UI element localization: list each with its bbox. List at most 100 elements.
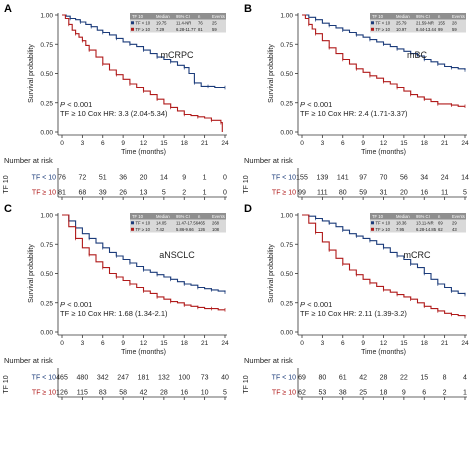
risk-count-low: 8 bbox=[443, 375, 447, 382]
y-tick-label: 0.75 bbox=[280, 42, 293, 49]
risk-count-low: 247 bbox=[117, 375, 129, 382]
risk-count-high: 5 bbox=[463, 190, 467, 197]
y-tick-label: 0.25 bbox=[40, 100, 53, 107]
risk-y-label: TF 10 bbox=[243, 175, 250, 193]
x-tick-label: 15 bbox=[400, 140, 408, 147]
stats-table-cell: 29 bbox=[452, 221, 457, 226]
risk-count-high: 16 bbox=[180, 390, 188, 397]
risk-count-low: 76 bbox=[58, 175, 66, 182]
y-tick-label: 1.00 bbox=[280, 13, 293, 20]
x-tick-label: 12 bbox=[380, 140, 388, 147]
p-value-text: P < 0.001 bbox=[300, 300, 332, 309]
stats-table-cell: 59 bbox=[212, 27, 217, 32]
risk-count-high: 0 bbox=[223, 190, 227, 197]
stats-table-cell: 25.79 bbox=[396, 21, 407, 26]
panel-letter: C bbox=[4, 203, 12, 215]
stats-table-cell: 62 bbox=[438, 227, 443, 232]
x-tick-label: 21 bbox=[201, 340, 209, 347]
x-tick-label: 0 bbox=[300, 340, 304, 347]
panel-letter: B bbox=[244, 3, 252, 15]
risk-count-low: 14 bbox=[160, 175, 168, 182]
risk-count-high: 62 bbox=[298, 390, 306, 397]
stats-color-swatch bbox=[131, 21, 134, 25]
risk-y-label: TF 10 bbox=[3, 175, 10, 193]
hazard-ratio-text: TF ≥ 10 Cox HR: 2.11 (1.39-3.2) bbox=[300, 309, 407, 318]
risk-group-low-label: TF < 10 bbox=[272, 175, 296, 182]
stats-table-header: n bbox=[198, 214, 201, 219]
stats-table-cell: 7.42 bbox=[156, 227, 165, 232]
risk-table-title: Number at risk bbox=[244, 356, 293, 365]
stats-table-cell: 11.4-NR bbox=[176, 21, 191, 26]
stats-table-cell: 69 bbox=[438, 221, 443, 226]
y-tick-label: 0.75 bbox=[40, 242, 53, 249]
risk-count-high: 13 bbox=[140, 190, 148, 197]
y-tick-label: 0.75 bbox=[280, 242, 293, 249]
risk-count-high: 16 bbox=[420, 190, 428, 197]
risk-count-high: 31 bbox=[380, 190, 388, 197]
x-axis-title: Time (months) bbox=[361, 149, 406, 156]
risk-count-low: 1 bbox=[203, 175, 207, 182]
stats-table-cell: 8.44-13.44 bbox=[416, 27, 437, 32]
x-tick-label: 15 bbox=[400, 340, 408, 347]
y-tick-label: 0.50 bbox=[280, 271, 293, 278]
risk-count-low: 28 bbox=[380, 375, 388, 382]
stats-table-header-bg bbox=[130, 13, 226, 20]
stats-table-header: Median bbox=[156, 214, 170, 219]
risk-count-low: 72 bbox=[78, 175, 86, 182]
x-tick-label: 0 bbox=[300, 140, 304, 147]
stats-table-cell: 465 bbox=[198, 221, 206, 226]
x-tick-label: 24 bbox=[461, 340, 469, 347]
risk-table-title: Number at risk bbox=[244, 156, 293, 165]
stats-table-cell: 6.28-14.85 bbox=[416, 227, 437, 232]
x-tick-label: 21 bbox=[201, 140, 209, 147]
x-tick-label: 21 bbox=[441, 340, 449, 347]
risk-count-high: 42 bbox=[140, 390, 148, 397]
stats-table-cell: 5.86-9.66 bbox=[176, 227, 194, 232]
stats-table-cell: 6.28-11.77 bbox=[176, 27, 196, 32]
stats-table-header: 95% CI bbox=[176, 14, 190, 19]
x-axis-title: Time (months) bbox=[121, 349, 166, 356]
risk-y-label: TF 10 bbox=[243, 375, 250, 393]
hazard-ratio-text: TF ≥ 10 Cox HR: 1.68 (1.34-2.1) bbox=[60, 309, 168, 318]
risk-count-high: 99 bbox=[298, 190, 306, 197]
stats-table-cell: 21.59-NR bbox=[416, 21, 434, 26]
x-tick-label: 18 bbox=[421, 340, 429, 347]
risk-count-high: 58 bbox=[119, 390, 127, 397]
x-axis-title: Time (months) bbox=[121, 149, 166, 156]
stats-table-header: Median bbox=[156, 14, 170, 19]
risk-count-high: 1 bbox=[463, 390, 467, 397]
stats-table-cell: 7.95 bbox=[396, 227, 405, 232]
y-tick-label: 0.00 bbox=[280, 330, 293, 337]
risk-count-low: 61 bbox=[339, 375, 347, 382]
risk-count-low: 40 bbox=[221, 375, 229, 382]
risk-count-high: 9 bbox=[402, 390, 406, 397]
x-tick-label: 18 bbox=[181, 340, 189, 347]
risk-count-low: 181 bbox=[138, 375, 150, 382]
stats-table-header: Events bbox=[452, 214, 465, 219]
stats-color-swatch bbox=[371, 221, 374, 225]
risk-count-low: 36 bbox=[119, 175, 127, 182]
stats-table-header-bg bbox=[130, 213, 226, 220]
risk-count-high: 115 bbox=[77, 390, 88, 397]
risk-count-high: 80 bbox=[339, 190, 347, 197]
risk-table-title: Number at risk bbox=[4, 156, 53, 165]
stats-table-cell: 126 bbox=[198, 227, 206, 232]
stats-color-swatch bbox=[131, 227, 134, 231]
y-tick-label: 1.00 bbox=[40, 213, 53, 220]
risk-count-high: 39 bbox=[99, 190, 107, 197]
stats-table-header: TF 10 bbox=[132, 14, 144, 19]
stats-table-cell: 25 bbox=[212, 21, 217, 26]
x-tick-label: 18 bbox=[181, 140, 189, 147]
risk-count-high: 68 bbox=[78, 190, 86, 197]
risk-count-low: 4 bbox=[463, 375, 467, 382]
risk-count-low: 80 bbox=[318, 375, 326, 382]
risk-count-high: 81 bbox=[58, 190, 66, 197]
stats-table-cell: 59 bbox=[452, 27, 457, 32]
panel-letter: D bbox=[244, 203, 252, 215]
p-value-text: P < 0.001 bbox=[60, 100, 92, 109]
x-tick-label: 18 bbox=[421, 140, 429, 147]
stats-table-cell: 108 bbox=[212, 227, 220, 232]
risk-count-high: 5 bbox=[223, 390, 227, 397]
risk-count-low: 100 bbox=[178, 375, 190, 382]
stats-table-cell: 268 bbox=[212, 221, 220, 226]
